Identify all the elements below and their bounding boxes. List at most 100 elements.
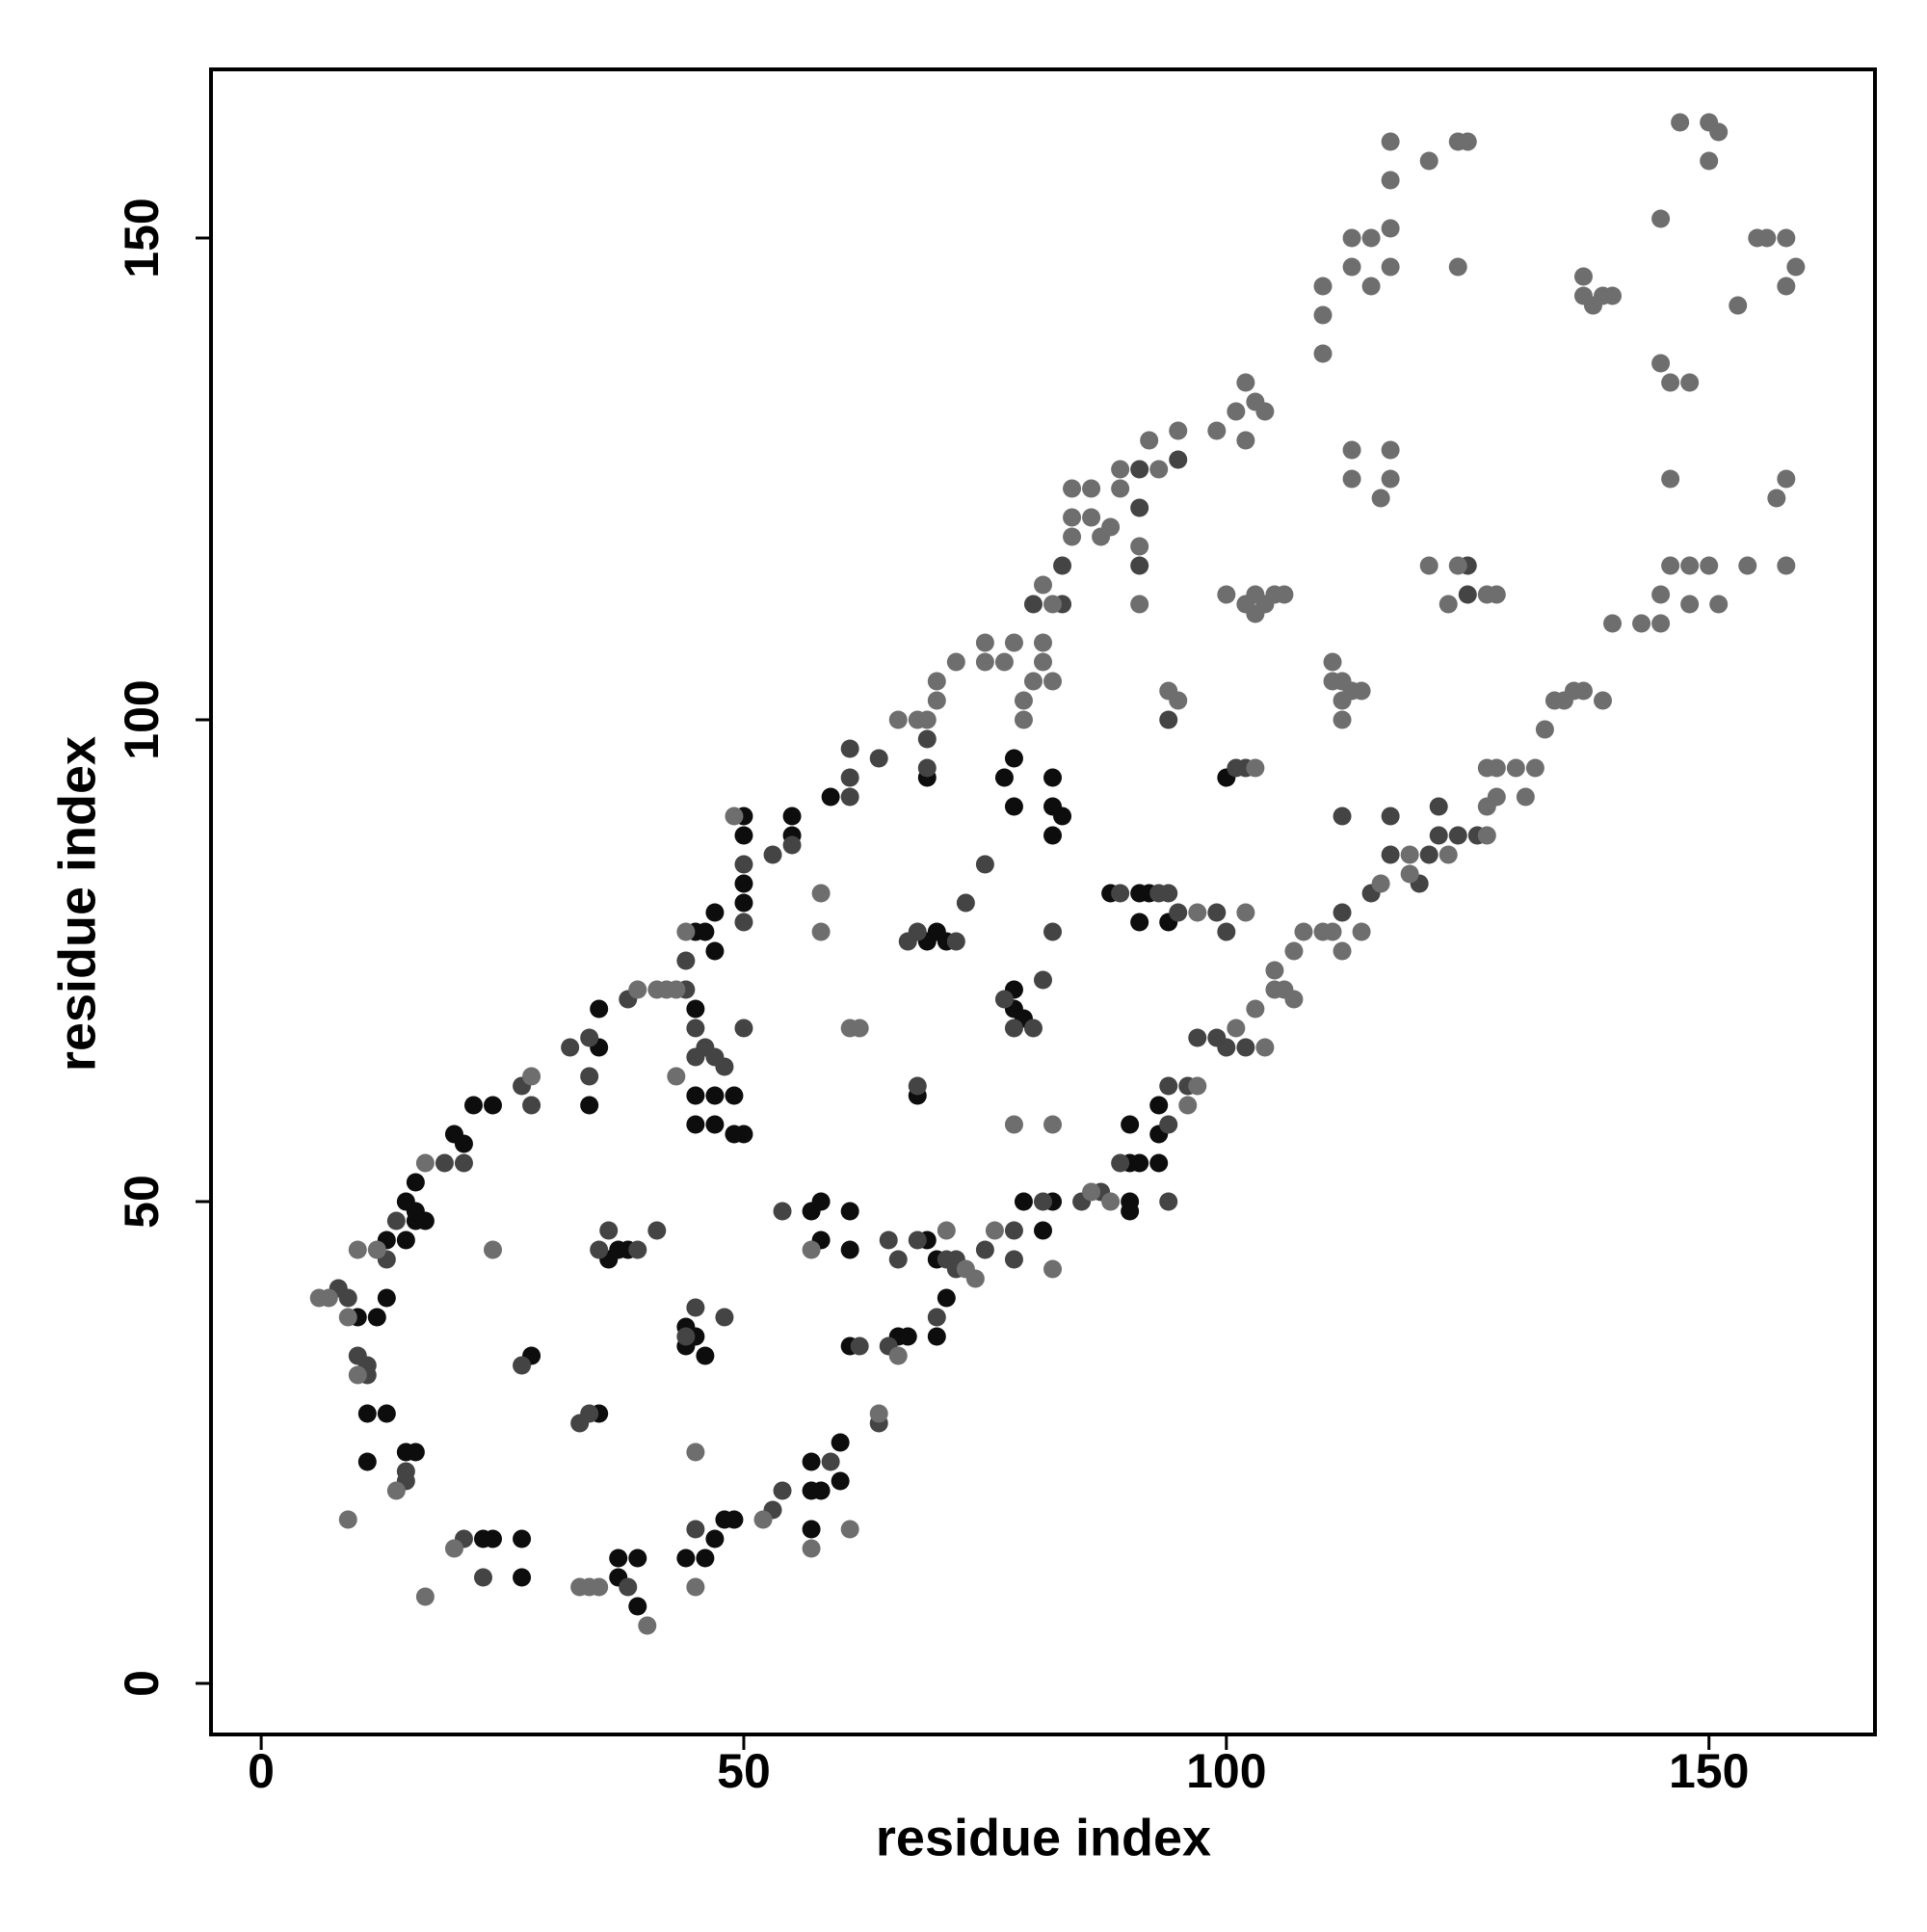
point bbox=[1400, 864, 1419, 884]
point bbox=[1063, 508, 1082, 527]
point bbox=[1121, 1192, 1140, 1211]
point bbox=[357, 1452, 377, 1471]
point bbox=[734, 1019, 753, 1038]
point bbox=[946, 652, 965, 672]
point bbox=[908, 1231, 927, 1250]
point bbox=[415, 1153, 435, 1173]
y-axis-label: residue index bbox=[48, 736, 106, 1072]
y-tick-label: 50 bbox=[115, 1175, 169, 1229]
point bbox=[1053, 556, 1072, 575]
point bbox=[686, 1442, 705, 1462]
point bbox=[831, 1433, 850, 1452]
point bbox=[396, 1192, 415, 1211]
point bbox=[840, 768, 859, 787]
point bbox=[1255, 1038, 1275, 1057]
point bbox=[1082, 1182, 1101, 1202]
point bbox=[1458, 585, 1477, 604]
point bbox=[1516, 787, 1535, 807]
point bbox=[715, 1057, 734, 1076]
point bbox=[1419, 845, 1439, 864]
point bbox=[956, 893, 975, 913]
point bbox=[734, 855, 753, 874]
point bbox=[1603, 614, 1623, 633]
point bbox=[686, 1577, 705, 1597]
point bbox=[1738, 556, 1757, 575]
point bbox=[1632, 614, 1651, 633]
point bbox=[686, 1019, 705, 1038]
point bbox=[1419, 151, 1439, 171]
point bbox=[1429, 797, 1448, 816]
point bbox=[1767, 489, 1786, 508]
point bbox=[1729, 296, 1748, 315]
point bbox=[686, 1047, 705, 1067]
point bbox=[1236, 431, 1255, 450]
point bbox=[1333, 903, 1352, 922]
point bbox=[975, 855, 994, 874]
point bbox=[484, 1096, 503, 1115]
point bbox=[802, 1240, 821, 1259]
point bbox=[1053, 807, 1072, 826]
point bbox=[1352, 922, 1371, 941]
point bbox=[609, 1548, 628, 1568]
point bbox=[1111, 884, 1130, 903]
point bbox=[338, 1510, 357, 1529]
point bbox=[994, 990, 1014, 1009]
point bbox=[1130, 1153, 1149, 1173]
point bbox=[1246, 758, 1265, 778]
point bbox=[1004, 749, 1023, 768]
point bbox=[590, 1240, 609, 1259]
point bbox=[888, 1250, 908, 1269]
point bbox=[782, 835, 802, 855]
point bbox=[1043, 1259, 1063, 1279]
x-tick-label: 150 bbox=[1669, 1744, 1749, 1798]
point bbox=[1149, 1096, 1169, 1115]
point bbox=[1573, 681, 1593, 701]
point bbox=[908, 922, 927, 941]
point bbox=[734, 826, 753, 845]
point bbox=[367, 1308, 386, 1327]
point bbox=[1169, 421, 1188, 440]
point bbox=[1082, 508, 1101, 527]
point bbox=[696, 1548, 715, 1568]
point bbox=[348, 1365, 367, 1385]
point bbox=[686, 1520, 705, 1539]
point bbox=[1149, 1153, 1169, 1173]
point bbox=[367, 1240, 386, 1259]
point bbox=[1188, 1028, 1207, 1047]
point bbox=[1246, 604, 1265, 623]
point bbox=[484, 1240, 503, 1259]
point bbox=[696, 1346, 715, 1365]
point bbox=[1448, 826, 1467, 845]
point bbox=[725, 1086, 744, 1105]
point bbox=[676, 1548, 696, 1568]
point bbox=[415, 1587, 435, 1606]
point bbox=[619, 1577, 638, 1597]
point bbox=[734, 913, 753, 932]
point bbox=[1004, 797, 1023, 816]
point bbox=[1777, 277, 1796, 296]
point bbox=[927, 1308, 946, 1327]
point bbox=[1323, 652, 1342, 672]
point bbox=[1429, 826, 1448, 845]
point bbox=[811, 922, 831, 941]
point bbox=[1661, 469, 1680, 489]
point bbox=[377, 1404, 396, 1423]
y-tick-label: 100 bbox=[115, 679, 169, 759]
point bbox=[686, 1086, 705, 1105]
point bbox=[1023, 595, 1043, 614]
point bbox=[1777, 556, 1796, 575]
point bbox=[840, 1520, 859, 1539]
point bbox=[357, 1404, 377, 1423]
point bbox=[1284, 990, 1304, 1009]
point bbox=[773, 1202, 792, 1221]
point bbox=[1294, 922, 1313, 941]
point bbox=[580, 1404, 599, 1423]
point bbox=[705, 1086, 725, 1105]
point bbox=[463, 1096, 483, 1115]
point bbox=[638, 1616, 657, 1635]
x-tick-label: 0 bbox=[248, 1744, 275, 1798]
point bbox=[1342, 440, 1361, 460]
point bbox=[1342, 469, 1361, 489]
point bbox=[869, 1404, 888, 1423]
point bbox=[396, 1231, 415, 1250]
